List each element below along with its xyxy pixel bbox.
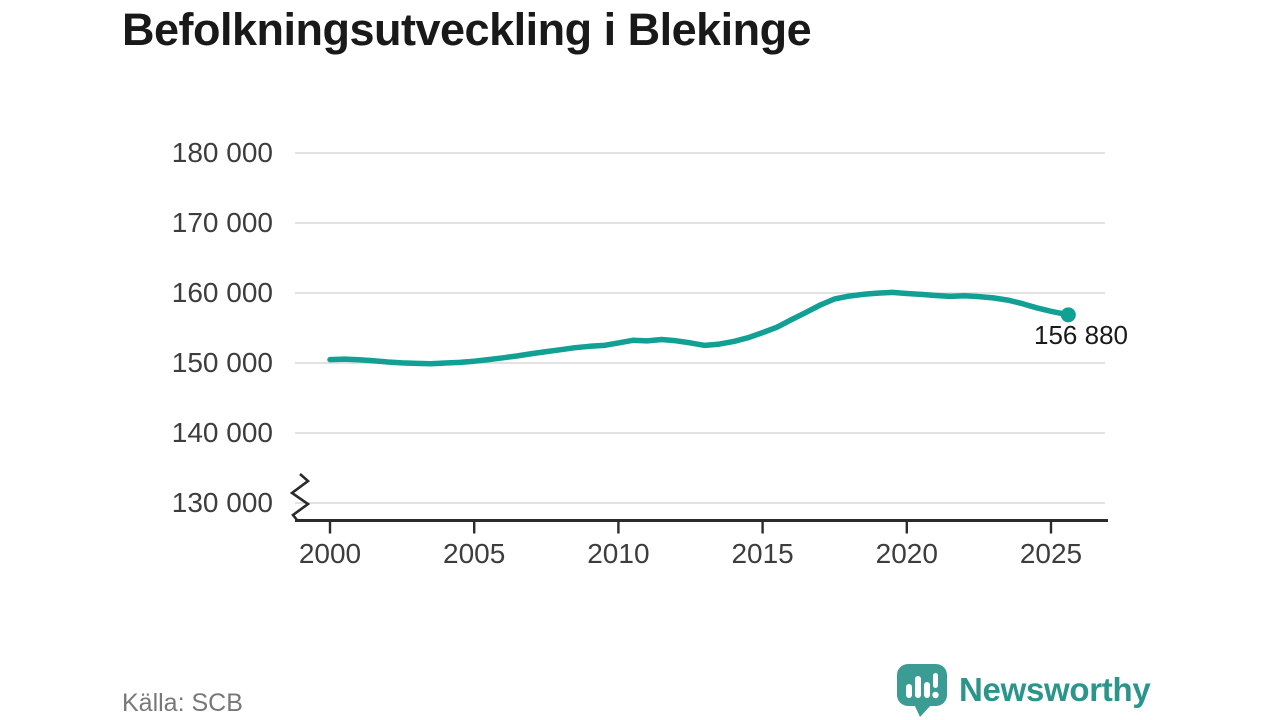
x-axis-tick-label: 2015 xyxy=(731,537,794,569)
population-line xyxy=(327,289,1072,367)
latest-point-marker xyxy=(1060,307,1076,323)
y-axis-tick-label: 180 000 xyxy=(171,137,273,168)
y-axis-tick-label: 150 000 xyxy=(171,347,273,378)
y-axis-tick-label: 170 000 xyxy=(171,207,273,238)
x-axis-tick-label: 2025 xyxy=(1019,537,1083,569)
chart-title: Befolkningsutveckling i Blekinge xyxy=(122,4,812,55)
newsworthy-logo: Newsworthy xyxy=(894,662,1151,718)
x-axis-tick-label: 2010 xyxy=(587,537,650,569)
newsworthy-logo-icon xyxy=(897,664,947,717)
x-axis-tick-label: 2005 xyxy=(443,537,506,569)
y-axis-tick-label: 160 000 xyxy=(171,277,273,308)
newsworthy-wordmark: Newsworthy xyxy=(959,671,1151,708)
axis-break-icon xyxy=(289,473,311,521)
x-axis-tick-label: 2000 xyxy=(298,537,362,569)
source-note: Källa: SCB xyxy=(122,689,243,717)
y-axis-tick-label: 140 000 xyxy=(171,417,273,448)
y-axis-tick-label: 130 000 xyxy=(171,487,273,518)
x-axis-tick-label: 2020 xyxy=(875,537,938,569)
latest-value-label: 156 880 xyxy=(1034,320,1128,350)
